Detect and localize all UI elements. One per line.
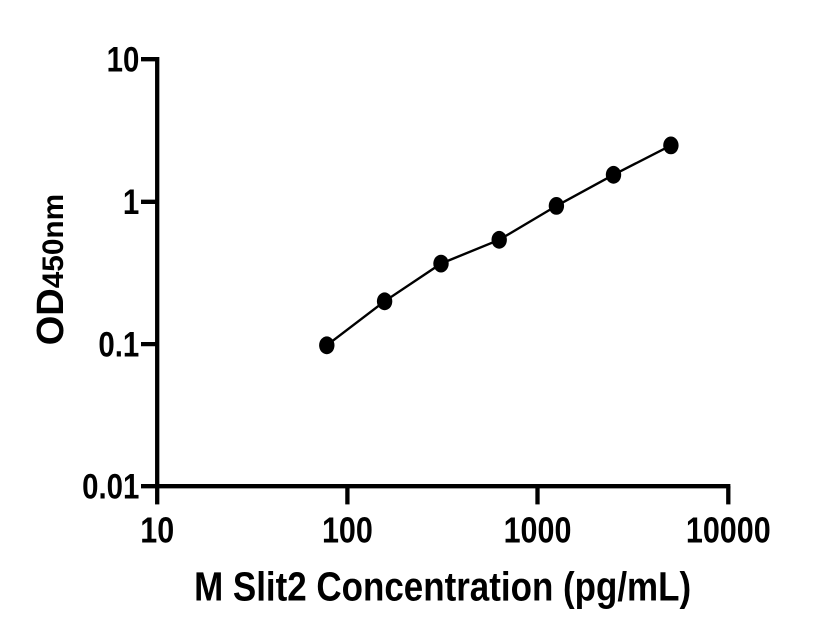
svg-text:OD450nm: OD450nm [30, 194, 72, 345]
svg-text:10: 10 [140, 509, 174, 550]
svg-text:1000: 1000 [504, 509, 572, 550]
svg-text:0.01: 0.01 [82, 468, 139, 507]
svg-text:1: 1 [123, 183, 139, 222]
svg-text:100: 100 [322, 509, 373, 550]
svg-text:10: 10 [107, 41, 140, 80]
svg-text:10000: 10000 [686, 509, 771, 550]
svg-text:M Slit2 Concentration (pg/mL): M Slit2 Concentration (pg/mL) [194, 563, 691, 609]
svg-text:0.1: 0.1 [98, 326, 139, 365]
